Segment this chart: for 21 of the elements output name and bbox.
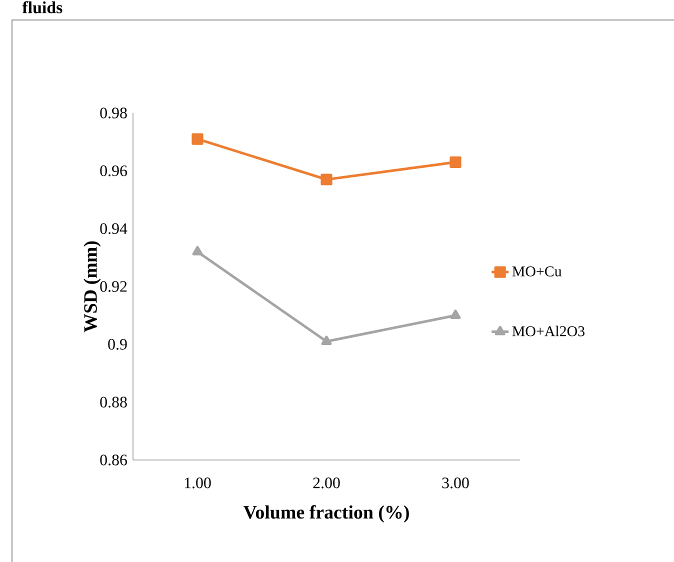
x-tick-label: 2.00 [313,478,340,488]
y-axis-title: WSD (mm) [84,241,101,332]
y-tick-label: 0.98 [100,108,127,118]
text: fluids [22,1,62,14]
point [192,246,203,256]
y-tick-label: 0.86 [100,454,128,466]
y-tick-label: 0.92 [100,281,127,292]
y-tick-label: 0.9 [108,338,127,350]
point [450,156,462,168]
x-axis-title: Volume fraction (%) [243,505,409,523]
legend-label: MO+Cu [512,266,562,276]
point [192,133,204,145]
x-tick-label: 1.00 [184,478,211,488]
legend-label: MO+Al2O3 [512,326,584,336]
point [321,336,332,345]
point [450,310,461,319]
y-tick-label: 0.96 [100,165,128,176]
y-tick-label: 0.88 [100,396,127,408]
point [320,174,332,186]
y-tick-label: 0.94 [100,223,128,234]
x-tick-label: 3.00 [442,478,469,488]
